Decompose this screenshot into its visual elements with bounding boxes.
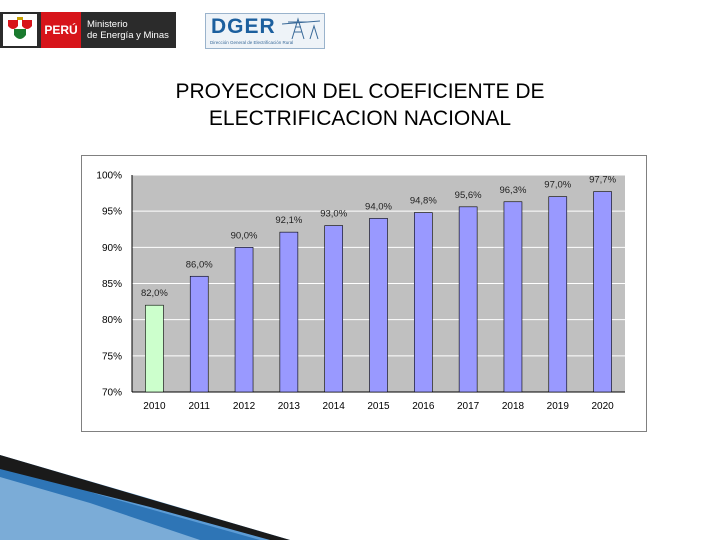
data-label: 97,0%	[544, 180, 571, 191]
bar	[593, 191, 612, 393]
data-label: 92,1%	[275, 215, 302, 226]
x-tick-label: 2016	[412, 401, 435, 412]
x-tick-label: 2015	[367, 401, 390, 412]
page-title: PROYECCION DEL COEFICIENTE DE ELECTRIFIC…	[60, 78, 660, 132]
bar	[324, 225, 343, 393]
bar	[369, 218, 388, 393]
data-label: 86,0%	[186, 259, 213, 270]
ministry-name: Ministerio de Energía y Minas	[87, 19, 169, 41]
dger-logo: DGER Dirección General de Electrificació…	[205, 13, 325, 49]
x-tick-label: 2020	[591, 401, 614, 412]
y-tick-label: 85%	[102, 279, 122, 290]
bar	[503, 201, 523, 393]
bar	[189, 275, 209, 393]
bar	[279, 231, 299, 393]
x-tick-label: 2018	[502, 401, 525, 412]
peru-seal-icon	[3, 14, 37, 46]
bar	[145, 304, 164, 393]
x-tick-label: 2017	[457, 401, 480, 412]
data-label: 97,7%	[589, 175, 616, 186]
y-tick-label: 70%	[102, 388, 122, 399]
ministry-line1: Ministerio	[87, 19, 128, 30]
y-tick-label: 100%	[96, 171, 122, 182]
data-label: 95,6%	[455, 190, 482, 201]
x-tick-label: 2019	[547, 401, 570, 412]
data-label: 82,0%	[141, 288, 168, 299]
data-label: 96,3%	[499, 185, 526, 196]
y-tick-label: 95%	[102, 207, 122, 218]
x-tick-label: 2011	[188, 401, 210, 412]
data-label: 93,0%	[320, 209, 347, 220]
data-label: 90,0%	[231, 230, 258, 241]
y-tick-label: 75%	[102, 351, 122, 362]
bar	[234, 247, 254, 393]
peru-label: PERÚ	[41, 12, 81, 48]
title-line1: PROYECCION DEL COEFICIENTE DE	[175, 80, 545, 103]
y-tick-label: 80%	[102, 315, 122, 326]
bar	[458, 206, 478, 393]
dger-subtitle: Dirección General de Electrificación Rur…	[210, 40, 294, 45]
x-tick-label: 2014	[323, 401, 346, 412]
dger-title: DGER	[211, 15, 276, 38]
bar	[548, 196, 568, 393]
data-label: 94,0%	[365, 201, 392, 212]
x-tick-label: 2013	[278, 401, 301, 412]
y-tick-label: 90%	[102, 243, 122, 254]
data-label: 94,8%	[410, 196, 437, 207]
bar-chart: 100% 95% 90% 85% 80% 75% 70% 82,0% 2010 86,0% 2011…	[81, 155, 647, 432]
power-tower-icon	[282, 17, 320, 40]
ministry-logo: PERÚ Ministerio de Energía y Minas	[0, 12, 176, 48]
decorative-swoosh	[0, 455, 290, 540]
x-tick-label: 2012	[233, 401, 256, 412]
x-tick-label: 2010	[143, 401, 166, 412]
title-line2: ELECTRIFICACION NACIONAL	[208, 107, 512, 130]
bar	[414, 212, 433, 393]
chart-svg: 100% 95% 90% 85% 80% 75% 70% 82,0% 2010 86,0% 2011…	[96, 171, 625, 412]
ministry-line2: de Energía y Minas	[87, 30, 169, 41]
